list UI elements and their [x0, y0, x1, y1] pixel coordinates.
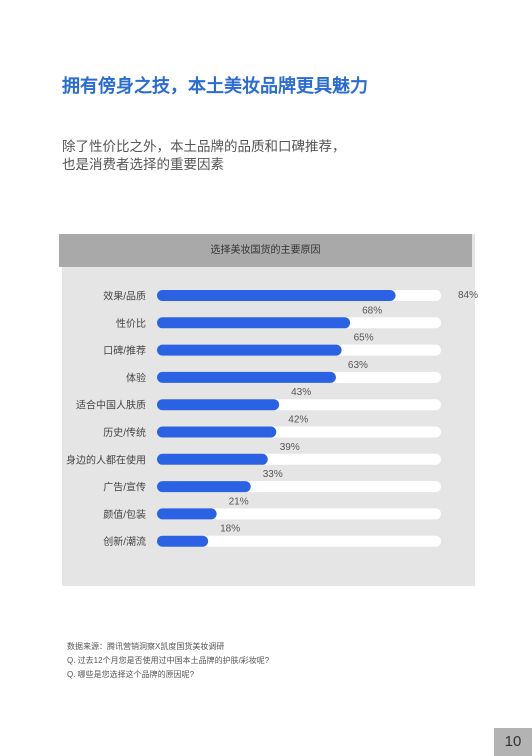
- category-label: 历史/传统: [103, 426, 146, 439]
- value-label: 21%: [229, 496, 249, 507]
- value-label: 68%: [362, 305, 382, 316]
- bar: [157, 399, 280, 411]
- value-label: 63%: [348, 360, 368, 371]
- bar: [157, 371, 336, 383]
- value-label: 43%: [291, 387, 311, 398]
- value-label: 65%: [354, 333, 374, 344]
- bar: [157, 508, 217, 520]
- category-label: 广告/宣传: [103, 481, 146, 494]
- bar: [157, 453, 268, 465]
- bar-track: [157, 535, 441, 547]
- subtitle-line: 也是消费者选择的重要因素: [62, 157, 224, 172]
- value-label: 84%: [458, 290, 478, 301]
- category-label: 口碑/推荐: [103, 344, 146, 357]
- chart-title: 选择美妆国货的主要原因: [59, 234, 472, 267]
- page-subtitle: 除了性价比之外，本土品牌的品质和口碑推荐， 也是消费者选择的重要因素: [62, 138, 382, 174]
- value-label: 33%: [263, 469, 283, 480]
- bar-track: [157, 508, 441, 520]
- subtitle-line: 除了性价比之外，本土品牌的品质和口碑推荐，: [62, 139, 346, 154]
- category-label: 适合中国人肤质: [76, 399, 146, 412]
- source-line: 数据来源：腾讯营销洞察X凯度国货美妆调研: [67, 642, 225, 651]
- category-label: 身边的人都在使用: [66, 453, 146, 466]
- value-label: 18%: [220, 524, 240, 535]
- source-notes: 数据来源：腾讯营销洞察X凯度国货美妆调研 Q. 过去12个月您是否使用过中国本土…: [67, 640, 269, 682]
- bar: [157, 317, 351, 329]
- bar: [157, 290, 396, 301]
- bar: [157, 426, 277, 438]
- page-number: 10: [494, 728, 532, 756]
- bar: [157, 535, 209, 547]
- value-label: 39%: [280, 442, 300, 453]
- category-label: 体验: [126, 371, 146, 384]
- category-label: 颜值/包装: [103, 508, 146, 521]
- question-line: Q. 哪些是您选择这个品牌的原因呢?: [67, 670, 195, 679]
- question-line: Q. 过去12个月您是否使用过中国本土品牌的护肤/彩妆呢?: [67, 656, 270, 665]
- page-title: 拥有傍身之技，本土美妆品牌更具魅力: [62, 76, 368, 96]
- value-label: 42%: [288, 415, 308, 426]
- category-label: 创新/潮流: [103, 535, 146, 548]
- category-label: 效果/品质: [103, 290, 146, 303]
- category-label: 性价比: [116, 317, 146, 330]
- bar: [157, 344, 342, 356]
- bar: [157, 481, 251, 493]
